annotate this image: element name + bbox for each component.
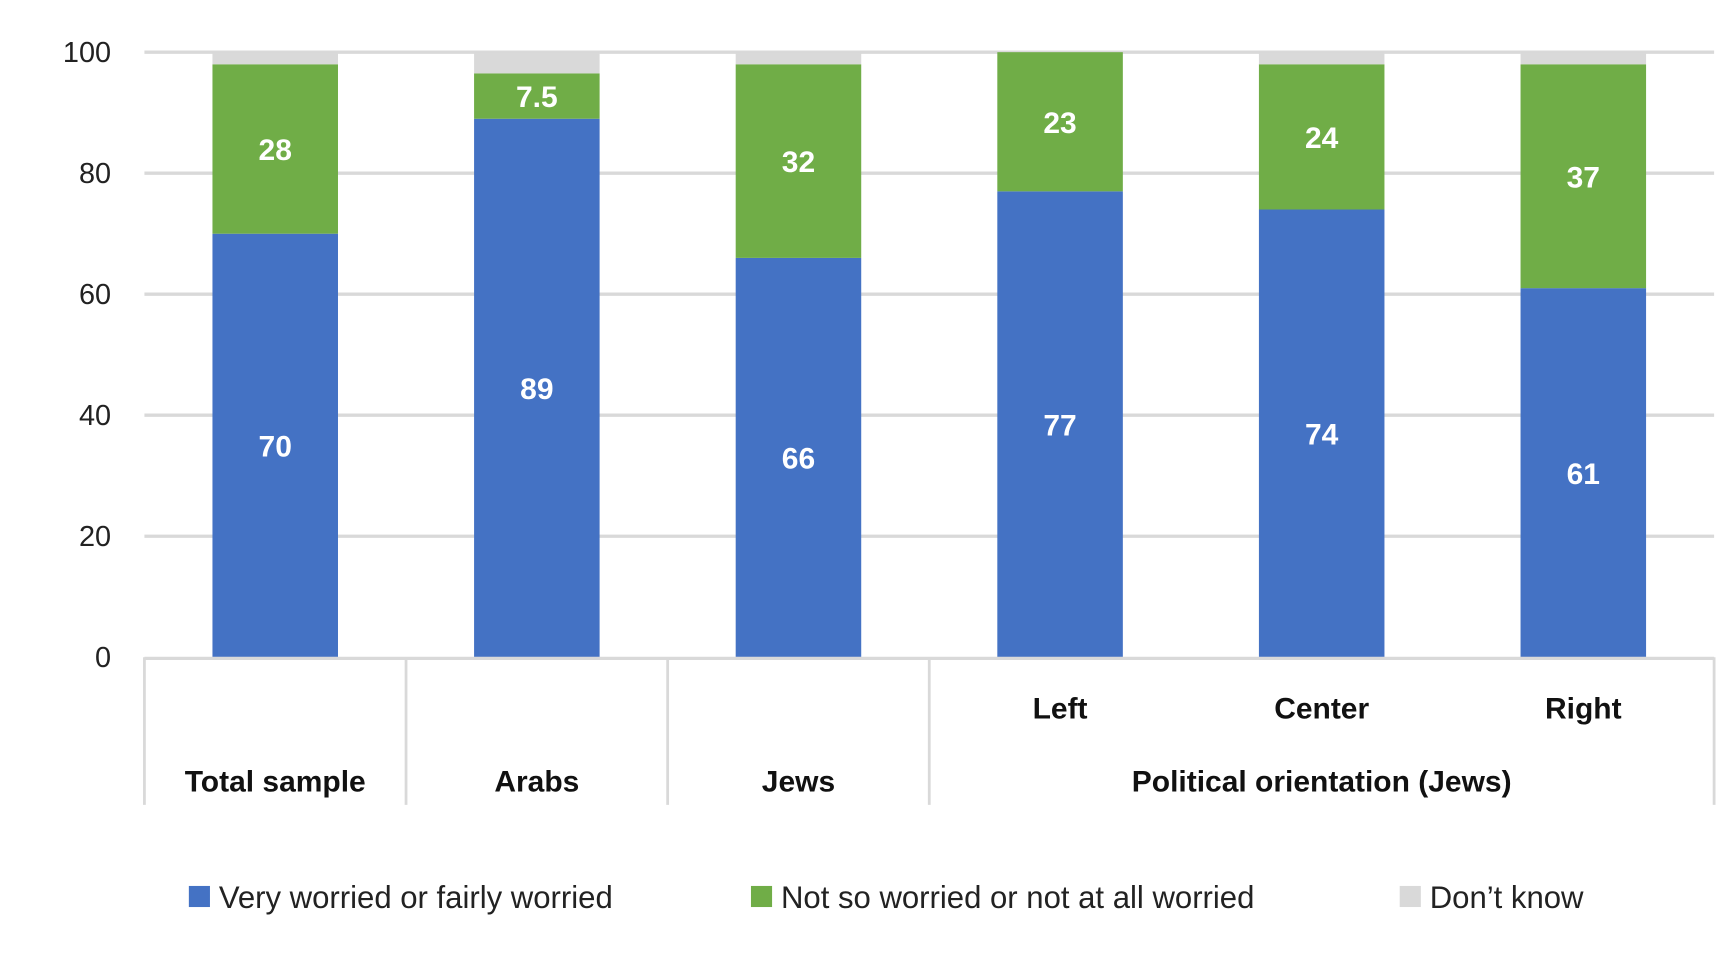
data-label: 74: [1305, 418, 1339, 451]
bar-segment: [474, 52, 600, 74]
group-label: Political orientation (Jews): [1132, 766, 1512, 799]
data-label: 32: [782, 146, 815, 179]
data-label: 37: [1567, 161, 1600, 194]
data-label: 66: [782, 443, 815, 476]
data-label: 70: [259, 431, 292, 464]
bar-segment: [1520, 52, 1647, 65]
legend-label: Very worried or fairly worried: [219, 880, 613, 915]
group-label: Total sample: [185, 766, 366, 799]
data-label: 89: [520, 373, 553, 406]
data-label: 77: [1043, 409, 1076, 442]
y-tick-label: 20: [79, 521, 111, 553]
y-axis-ticks: 0 20 40 60 80 100: [63, 37, 111, 674]
y-tick-label: 80: [79, 158, 111, 190]
bar-segment: [1520, 64, 1647, 289]
bar-segment: [735, 257, 862, 658]
group-label: Jews: [762, 766, 835, 799]
y-tick-label: 0: [95, 642, 111, 674]
bar-segment: [997, 52, 1123, 192]
legend-label: Don’t know: [1430, 880, 1584, 915]
data-label: 7.5: [516, 81, 558, 114]
data-label: 28: [259, 134, 292, 167]
bar-segment: [474, 118, 600, 658]
bar-segment: [212, 64, 338, 234]
legend-swatch: [750, 885, 773, 908]
bar-segment: [1520, 288, 1647, 658]
data-label: 24: [1305, 122, 1339, 155]
bar-segment: [735, 64, 862, 258]
bar-segment: [212, 52, 338, 65]
group-label: Arabs: [494, 766, 579, 799]
legend-label: Not so worried or not at all worried: [781, 880, 1254, 915]
bar-segment: [1258, 64, 1385, 210]
bars: 70 28 89 7.5 66 32 77 23 74 24 61 37: [212, 52, 1647, 658]
y-tick-label: 40: [79, 400, 111, 432]
category-label: Center: [1274, 692, 1369, 725]
bar-segment: [474, 73, 600, 119]
bar-segment: [997, 191, 1123, 658]
legend-swatch: [1399, 885, 1421, 908]
legend: Very worried or fairly worried Not so wor…: [188, 880, 1584, 915]
bar-segment: [1258, 209, 1385, 658]
bar-segment: [1258, 52, 1385, 65]
y-tick-label: 60: [79, 279, 111, 311]
y-tick-label: 100: [63, 37, 111, 69]
category-label: Left: [1033, 692, 1088, 725]
gridlines: [144, 50, 1715, 538]
data-label: 23: [1043, 107, 1076, 140]
bar-segment: [735, 52, 862, 65]
data-label: 61: [1567, 458, 1600, 491]
x-axis: Total sample Arabs Jews Left Center Right Poli…: [143, 656, 1716, 805]
category-label: Right: [1545, 692, 1622, 725]
bar-segment: [212, 233, 338, 658]
legend-swatch: [188, 885, 210, 908]
